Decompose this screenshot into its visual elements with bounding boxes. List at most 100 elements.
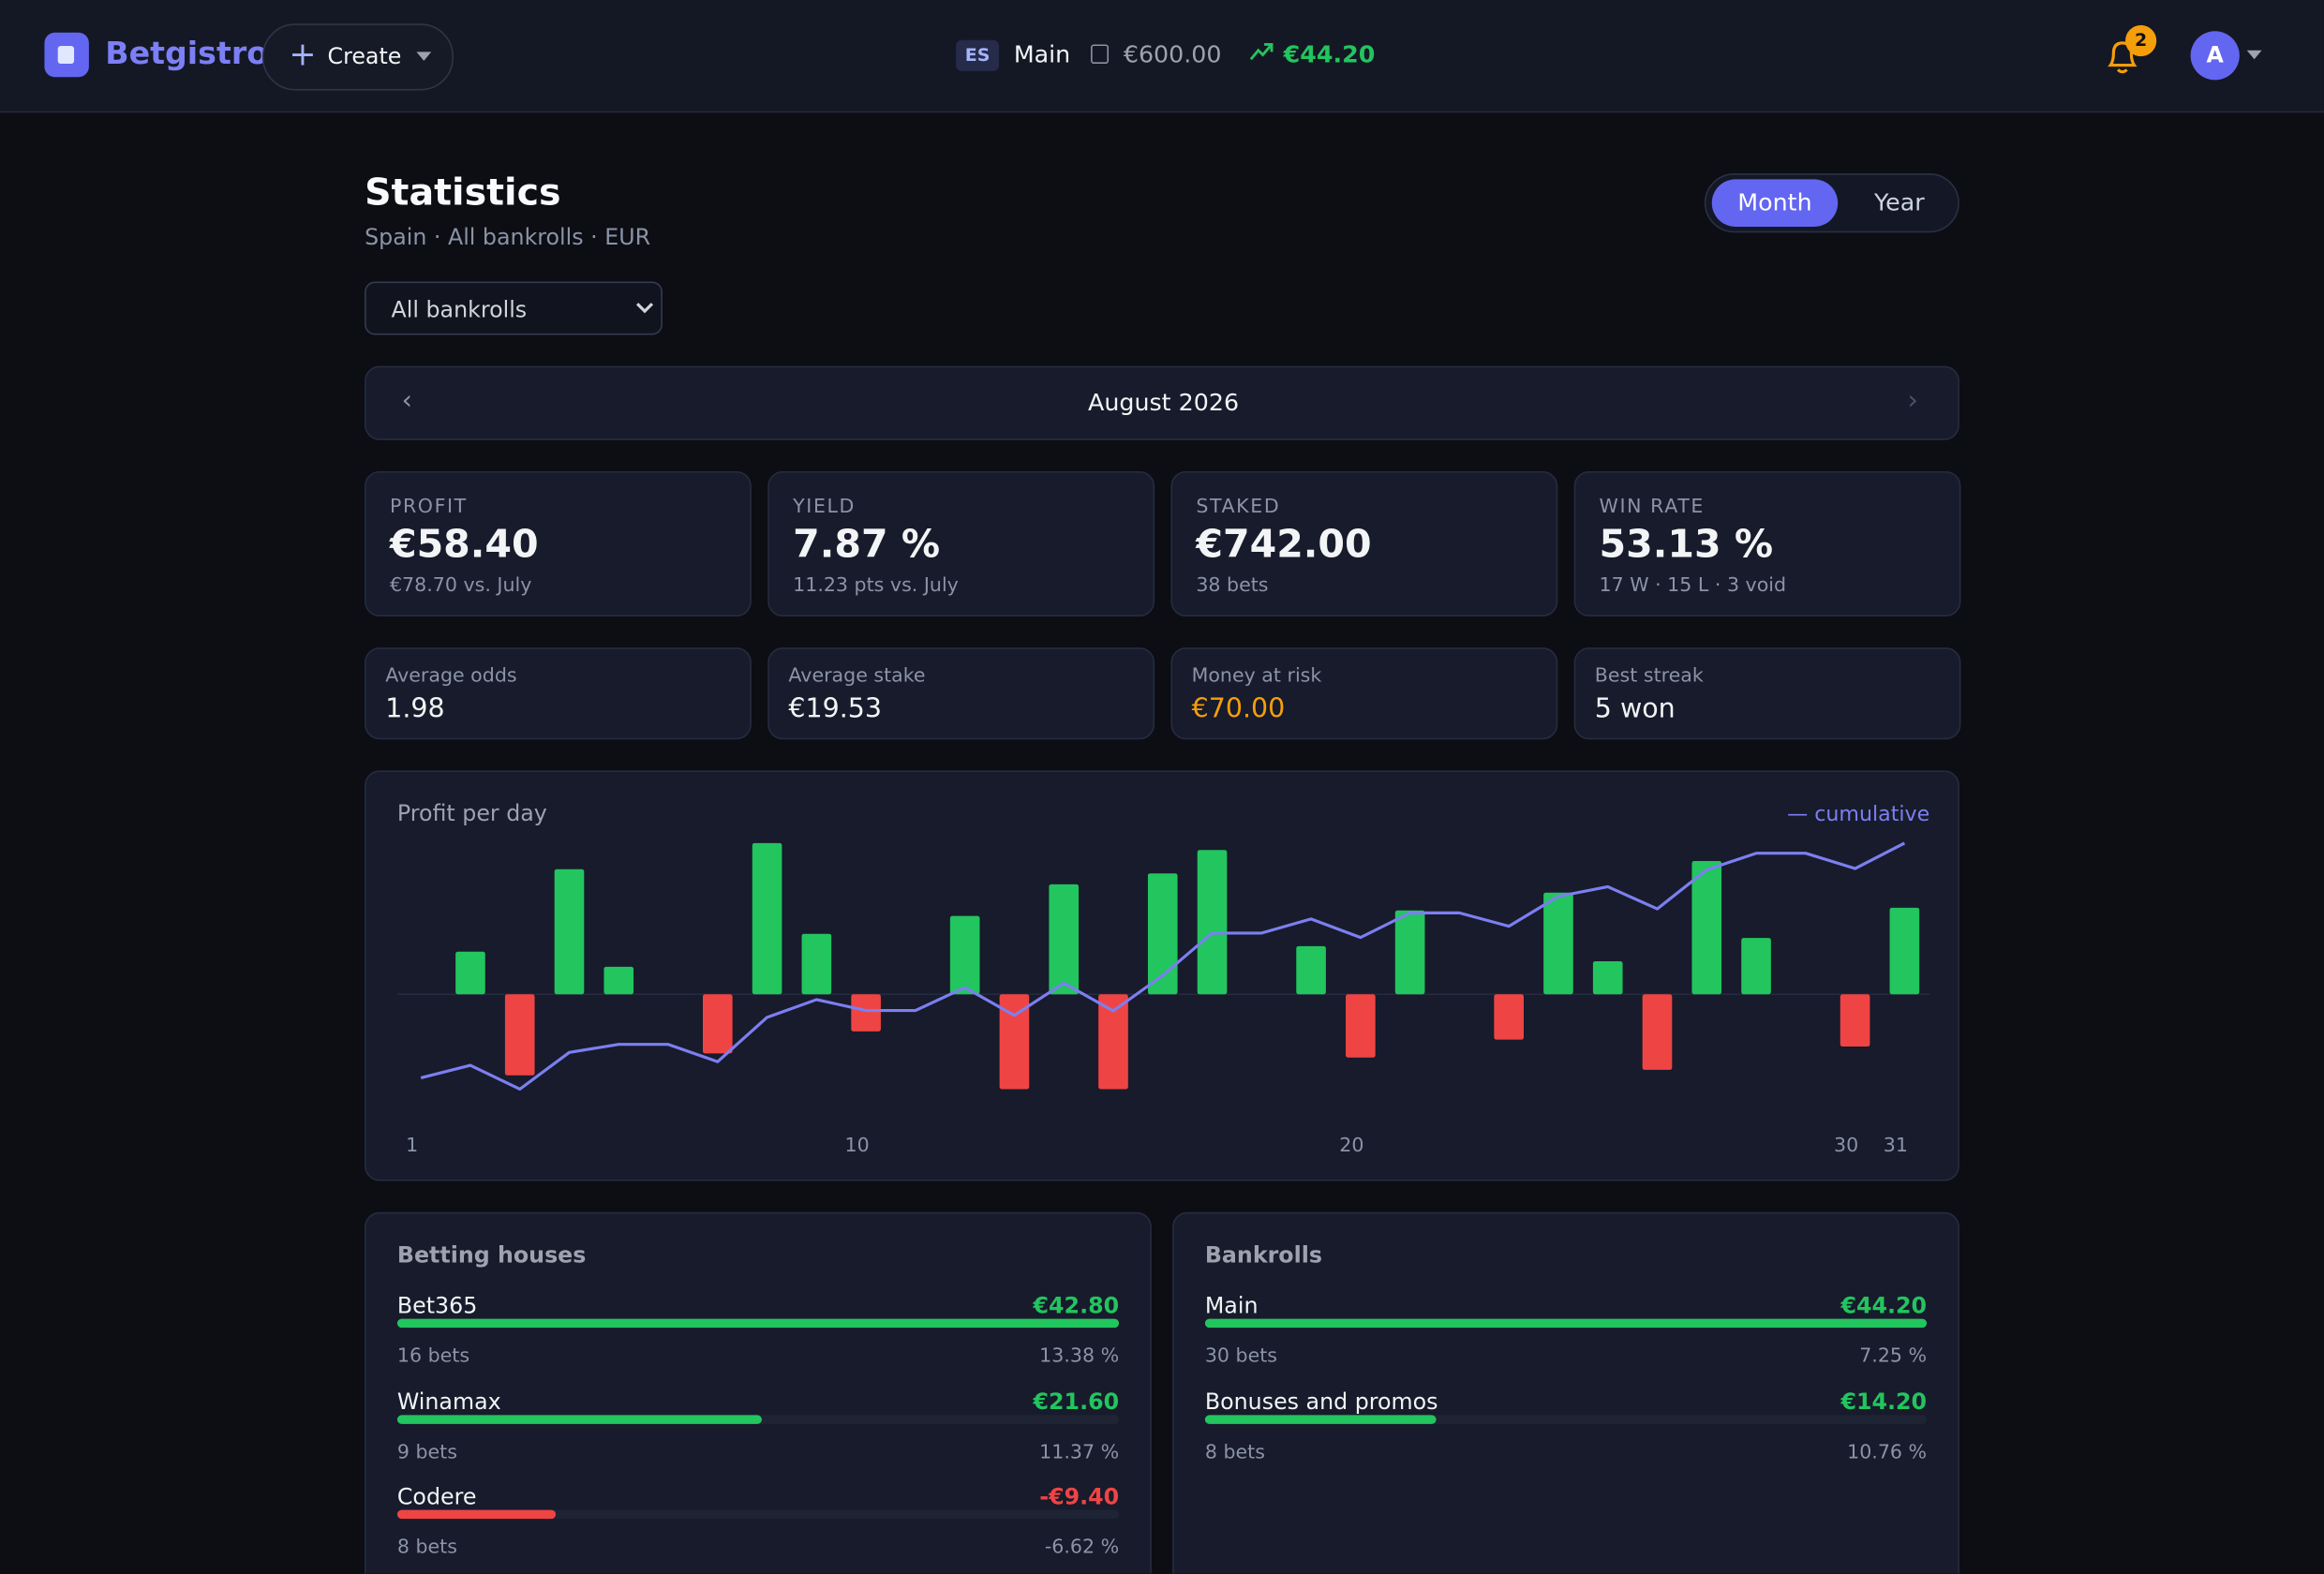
item-profit: €14.20: [1840, 1388, 1928, 1415]
item-yield: 13.38 %: [1039, 1345, 1120, 1368]
bar: [851, 994, 881, 1032]
tab-month[interactable]: Month: [1711, 179, 1839, 227]
metric-value: 5 won: [1594, 693, 1676, 725]
progress-track: [396, 1509, 1120, 1520]
kpi-note: €78.70 vs. July: [389, 574, 532, 598]
metric-value: €70.00: [1191, 693, 1286, 725]
bar: [1543, 892, 1573, 995]
bar: [801, 933, 832, 995]
item-yield: 11.37 %: [1039, 1441, 1120, 1463]
chart-legend: — cumulative: [1787, 802, 1929, 826]
kpi-note: 11.23 pts vs. July: [793, 574, 959, 598]
list-row: Main €44.20 30 bets 7.25 %: [1204, 1292, 1928, 1387]
notification-badge: 2: [2125, 24, 2157, 57]
progress-bar: [1204, 1414, 1438, 1424]
progress-bar: [1204, 1318, 1928, 1329]
progress-bar: [396, 1414, 762, 1424]
kpi-card: PROFIT €58.40 €78.70 vs. July: [365, 470, 752, 616]
list-row: Bonuses and promos €14.20 8 bets 10.76 %: [1204, 1388, 1928, 1482]
list-row: Bet365 €42.80 16 bets 13.38 %: [396, 1292, 1120, 1387]
logo[interactable]: [44, 32, 89, 78]
kpi-label: PROFIT: [389, 496, 468, 519]
x-tick-label: 31: [1884, 1134, 1908, 1156]
brand[interactable]: Betgistro: [105, 35, 269, 71]
progress-bar: [396, 1318, 1120, 1329]
metric-label: Best streak: [1594, 665, 1704, 688]
bar: [1296, 945, 1326, 995]
metric-label: Average odds: [385, 665, 517, 688]
kpi-card: WIN RATE 53.13 % 17 W · 15 L · 3 void: [1573, 470, 1961, 616]
create-button[interactable]: + Create: [261, 23, 454, 91]
betting-houses-card: Betting houses Bet365 €42.80 16 bets 13.38 %…: [365, 1211, 1152, 1574]
bar: [1494, 994, 1524, 1040]
bankroll-select[interactable]: All bankrolls: [365, 281, 663, 335]
metric-card: Average odds 1.98: [365, 647, 752, 740]
bell-icon[interactable]: [2105, 36, 2143, 77]
select-label: All bankrolls: [391, 296, 528, 323]
x-tick-label: 10: [845, 1134, 870, 1156]
item-name: Codere: [396, 1483, 477, 1510]
kpi-value: €742.00: [1196, 523, 1372, 568]
bar: [752, 842, 782, 995]
bar: [1147, 873, 1178, 995]
bar: [1592, 961, 1623, 995]
page-subtitle: Spain · All bankrolls · EUR: [365, 223, 651, 251]
wallet-icon: [1091, 44, 1110, 65]
header-profit: €44.20: [1283, 39, 1376, 68]
kpi-value: €58.40: [389, 523, 539, 568]
item-profit: €21.60: [1033, 1388, 1120, 1415]
create-label: Create: [327, 42, 402, 70]
bankroll-name[interactable]: Main: [1013, 39, 1071, 68]
tab-year[interactable]: Year: [1874, 187, 1925, 216]
item-yield: -6.62 %: [1044, 1537, 1120, 1559]
kpi-note: 17 W · 15 L · 3 void: [1599, 574, 1787, 598]
item-bets: 9 bets: [396, 1441, 457, 1463]
kpi-value: 53.13 %: [1599, 523, 1774, 568]
bar: [504, 994, 535, 1076]
item-profit: €42.80: [1033, 1292, 1120, 1319]
progress-track: [1204, 1318, 1928, 1329]
bar: [1346, 994, 1376, 1058]
item-yield: 7.25 %: [1859, 1345, 1928, 1368]
item-profit: -€9.40: [1039, 1483, 1120, 1510]
country-badge: ES: [956, 39, 999, 71]
item-bets: 30 bets: [1204, 1345, 1278, 1368]
metric-label: Money at risk: [1191, 665, 1322, 688]
kpi-card: YIELD 7.87 % 11.23 pts vs. July: [767, 470, 1155, 616]
metric-value: €19.53: [788, 693, 883, 725]
bar: [702, 994, 733, 1054]
avatar[interactable]: A: [2190, 31, 2240, 81]
item-name: Winamax: [396, 1388, 501, 1415]
x-tick-label: 1: [406, 1134, 418, 1156]
bar: [1889, 907, 1920, 995]
bar: [1691, 860, 1722, 995]
progress-track: [396, 1414, 1120, 1424]
bar: [1642, 994, 1673, 1070]
progress-track: [1204, 1414, 1928, 1424]
progress-bar: [396, 1509, 557, 1520]
trend-icon: [1249, 43, 1274, 61]
avatar-caret[interactable]: [2246, 50, 2262, 60]
next-month[interactable]: ›: [1907, 385, 1918, 417]
kpi-label: STAKED: [1196, 496, 1281, 519]
item-yield: 10.76 %: [1847, 1441, 1928, 1463]
chart-title: Profit per day: [397, 800, 547, 826]
month-label: August 2026: [1088, 388, 1240, 417]
item-name: Main: [1204, 1292, 1259, 1319]
bar: [554, 869, 585, 995]
chart-card: Profit per day — cumulative 1 10 20 30 31: [365, 770, 1959, 1181]
bar: [1049, 884, 1080, 995]
list-row: Codere -€9.40 8 bets -6.62 %: [396, 1483, 1120, 1573]
x-tick-label: 30: [1834, 1134, 1858, 1156]
prev-month[interactable]: ‹: [401, 385, 413, 417]
metric-card: Money at risk €70.00: [1170, 647, 1558, 740]
x-tick-label: 20: [1339, 1134, 1363, 1156]
bar: [999, 994, 1030, 1090]
cumulative-line: [420, 841, 1906, 1091]
profit-chart: Profit per day — cumulative 1 10 20 30 31: [397, 800, 1930, 1156]
metric-value: 1.98: [385, 693, 445, 725]
bar: [1394, 910, 1425, 995]
bar: [1197, 850, 1228, 995]
page-title: Statistics: [365, 170, 561, 214]
